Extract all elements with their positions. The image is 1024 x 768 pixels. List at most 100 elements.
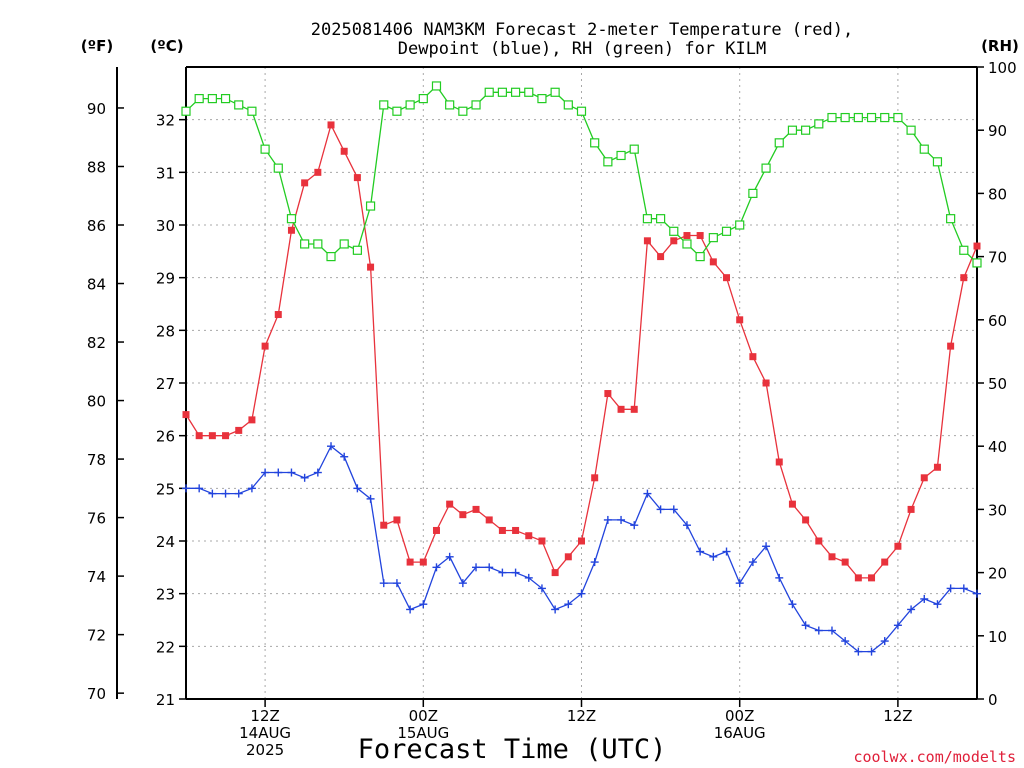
data-point [340,147,348,155]
data-point [327,121,335,129]
data-point [208,432,216,440]
data-point [762,542,771,551]
data-point [510,87,521,97]
data-point [946,214,956,224]
rh-tick-label: 90 [988,122,1007,140]
data-point [221,489,230,498]
data-point [907,605,916,614]
data-point [485,563,494,572]
data-point [709,258,717,266]
data-point [762,379,770,387]
data-point [511,568,520,577]
x-tick-label: 12Z [883,707,912,725]
fahrenheit-tick-label: 88 [87,158,106,176]
data-point [314,168,322,176]
credit-text: coolwx.com/modelts [853,748,1016,766]
rh-tick-label: 100 [988,59,1017,77]
data-point [933,463,941,471]
data-point [894,542,902,550]
fahrenheit-tick-label: 82 [87,334,106,352]
data-point [274,311,282,319]
data-point [326,252,336,262]
data-point [340,452,349,461]
axes: 21 22 23 24 25 26 27 28 29 30 31 32 70 72 74 76 78 80 82 84… [87,59,1017,709]
data-point [287,468,296,477]
data-point [431,81,442,91]
data-point [722,547,731,556]
data-point [590,138,600,148]
data-point [379,100,389,110]
data-point [497,87,507,97]
data-point [576,106,587,116]
data-point [301,179,309,187]
data-point [207,93,217,104]
data-point [787,125,798,135]
x-tick-label: 2025 [246,741,284,759]
data-point [432,563,441,572]
data-point [538,537,546,545]
data-point [775,458,783,466]
celsius-tick-label: 28 [156,322,175,340]
data-point [669,226,679,236]
data-point [960,274,968,282]
data-point [353,174,361,182]
fahrenheit-tick-label: 74 [87,568,106,586]
data-point [247,106,257,116]
data-point [577,589,586,598]
x-tick-label: 16AUG [714,724,766,742]
chart-title-line-2: Dewpoint (blue), RH (green) for KILM [398,39,766,59]
data-point [682,521,691,530]
data-point [682,239,692,249]
data-point [220,93,231,104]
data-point [919,144,929,154]
data-point [973,589,981,598]
data-point [458,106,468,116]
data-point [195,432,203,440]
data-point [459,511,467,519]
data-point [366,494,375,503]
fahrenheit-tick-label: 72 [87,627,106,645]
data-point [617,405,625,413]
data-point [247,484,256,493]
data-point [590,558,599,567]
celsius-tick-label: 22 [156,638,175,656]
data-point [775,573,784,582]
celsius-tick-label: 24 [156,533,175,551]
data-point [881,558,889,566]
data-point [446,500,454,508]
data-point [485,516,493,524]
data-point [525,532,533,540]
celsius-tick-label: 23 [156,586,175,604]
data-point [379,579,388,588]
data-point [327,442,336,451]
data-point [498,526,506,534]
data-point [749,353,757,361]
data-point [840,112,850,123]
celsius-unit-label: (ºC) [150,37,183,55]
celsius-tick-label: 25 [156,480,175,498]
data-point [629,144,639,154]
data-point [195,484,204,493]
data-point [946,584,955,593]
data-point [182,484,190,493]
data-point [669,505,678,514]
data-point [815,537,823,545]
data-point [313,239,323,249]
data-point [801,125,811,135]
rh-tick-label: 80 [988,185,1007,203]
data-point [932,157,943,167]
data-point [788,500,796,508]
rh-unit-label: (RH) [981,37,1019,55]
data-point [616,150,626,161]
data-point [313,468,322,477]
data-point [537,93,547,104]
data-point [537,584,546,593]
data-point [273,163,283,173]
x-axis-label: Forecast Time (UTC) [358,734,667,765]
fahrenheit-tick-label: 86 [87,217,106,235]
data-point [774,138,784,148]
data-point [564,600,573,609]
data-point [419,600,428,609]
data-point [393,516,401,524]
data-point [828,553,836,561]
